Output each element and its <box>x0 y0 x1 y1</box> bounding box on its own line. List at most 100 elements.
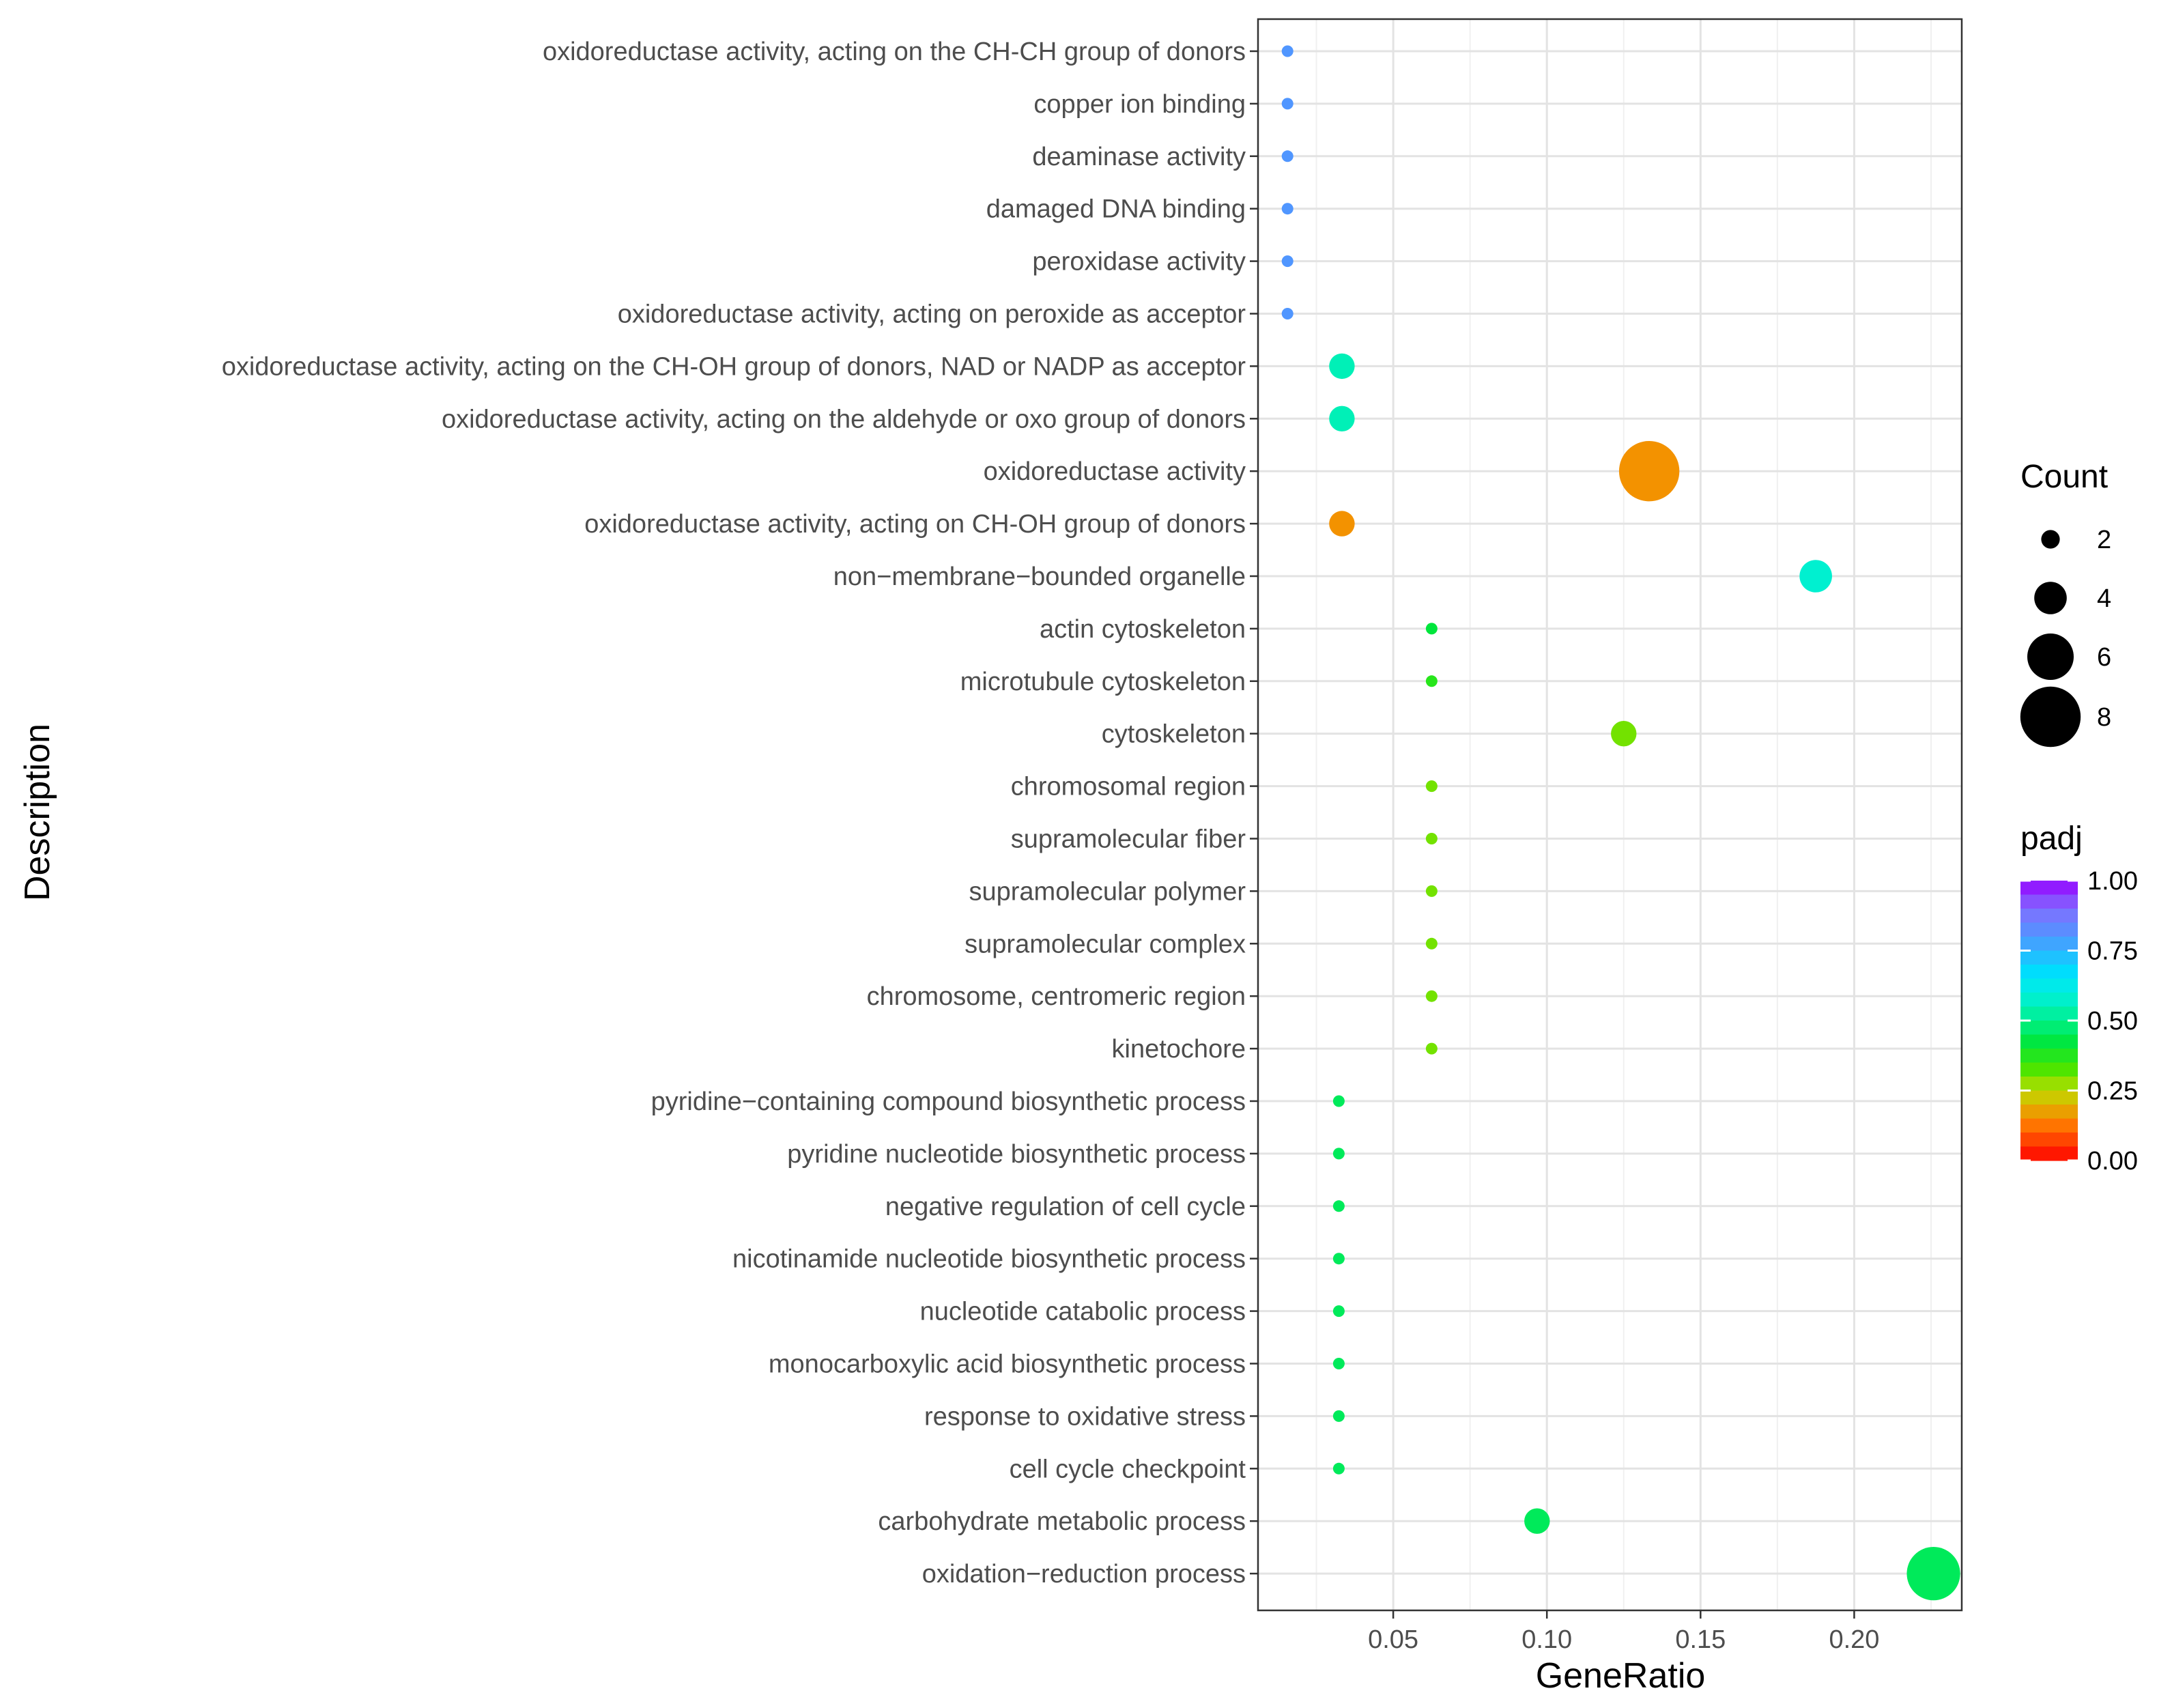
x-axis-ticks <box>1392 1610 1855 1619</box>
data-point <box>1524 1508 1550 1534</box>
padj-colorbar-segment <box>2020 1034 2078 1049</box>
data-points <box>1281 45 1960 1601</box>
padj-colorbar-segment <box>2020 1077 2078 1092</box>
y-tick-label: microtubule cytoskeleton <box>960 668 1246 696</box>
padj-colorbar-segment <box>2020 965 2078 980</box>
y-tick-label: peroxidase activity <box>1032 248 1246 276</box>
y-axis-labels: oxidoreductase activity, acting on the C… <box>222 38 1246 1589</box>
padj-legend-label: 0.50 <box>2087 1007 2138 1036</box>
data-point <box>1281 255 1294 268</box>
count-legend-key <box>2027 634 2074 680</box>
data-point <box>1332 1200 1345 1212</box>
data-point <box>1281 98 1294 110</box>
count-legend-key <box>2020 686 2081 748</box>
y-tick-label: oxidoreductase activity, acting on the C… <box>543 38 1246 66</box>
y-tick-label: response to oxidative stress <box>924 1402 1246 1431</box>
count-legend-key <box>2034 582 2067 614</box>
count-legend: Count 2 4 6 8 <box>2020 459 2111 748</box>
data-point <box>1799 560 1832 593</box>
data-point <box>1332 1305 1345 1318</box>
y-tick-label: cell cycle checkpoint <box>1010 1455 1246 1483</box>
data-point <box>1425 623 1438 635</box>
data-point <box>1332 1462 1345 1475</box>
data-point <box>1332 1148 1345 1160</box>
count-legend-label: 8 <box>2097 703 2111 732</box>
y-tick-label: actin cytoskeleton <box>1040 615 1246 644</box>
padj-colorbar-segment <box>2020 1021 2078 1036</box>
x-tick-label: 0.10 <box>1521 1625 1572 1654</box>
x-tick-label: 0.20 <box>1829 1625 1879 1654</box>
padj-colorbar-segment <box>2020 1118 2078 1133</box>
count-legend-label: 4 <box>2097 584 2111 613</box>
y-tick-label: oxidoreductase activity, acting on perox… <box>618 300 1246 329</box>
padj-colorbar-segment <box>2020 950 2078 965</box>
data-point <box>1332 1410 1345 1422</box>
y-tick-label: oxidoreductase activity, acting on CH-OH… <box>584 510 1246 539</box>
padj-colorbar-segment <box>2020 1090 2078 1105</box>
y-axis-title: Description <box>18 724 57 901</box>
data-point <box>1281 203 1294 215</box>
y-tick-label: pyridine−containing compound biosyntheti… <box>651 1087 1246 1116</box>
x-axis-title: GeneRatio <box>1536 1656 1706 1696</box>
padj-colorbar-segment <box>2020 1133 2078 1148</box>
data-point <box>1329 511 1355 537</box>
padj-colorbar-segment <box>2020 1105 2078 1120</box>
data-point <box>1332 1358 1345 1369</box>
panel-border <box>1257 18 1963 1612</box>
data-point <box>1329 353 1355 380</box>
y-tick-label: pyridine nucleotide biosynthetic process <box>787 1140 1246 1169</box>
count-legend-title: Count <box>2020 459 2108 495</box>
y-tick-label: chromosome, centromeric region <box>867 982 1246 1011</box>
padj-colorbar-segment <box>2020 1049 2078 1064</box>
y-tick-label: non−membrane−bounded organelle <box>833 563 1246 591</box>
padj-colorbar-segment <box>2020 922 2078 937</box>
data-point <box>1425 885 1438 897</box>
y-tick-label: chromosomal region <box>1011 773 1246 801</box>
padj-colorbar-segment <box>2020 993 2078 1008</box>
padj-colorbar-segment <box>2020 909 2078 924</box>
data-point <box>1425 675 1438 687</box>
count-legend-label: 6 <box>2097 643 2111 672</box>
data-point <box>1332 1253 1345 1265</box>
padj-legend-label: 0.75 <box>2087 937 2138 966</box>
y-tick-label: nicotinamide nucleotide biosynthetic pro… <box>732 1245 1246 1274</box>
x-tick-label: 0.15 <box>1675 1625 1726 1654</box>
count-legend-key <box>2041 530 2060 549</box>
data-point <box>1618 441 1680 502</box>
y-tick-label: supramolecular fiber <box>1011 825 1246 854</box>
data-point <box>1332 1095 1345 1107</box>
y-tick-label: monocarboxylic acid biosynthetic process <box>769 1350 1246 1379</box>
data-point <box>1329 405 1355 431</box>
y-tick-label: oxidoreductase activity, acting on the C… <box>222 352 1246 381</box>
padj-colorbar-segment <box>2020 1006 2078 1021</box>
y-tick-label: carbohydrate metabolic process <box>878 1507 1246 1536</box>
padj-legend-label: 0.00 <box>2087 1147 2138 1176</box>
y-tick-label: supramolecular polymer <box>969 877 1246 906</box>
count-legend-label: 2 <box>2097 526 2111 554</box>
y-tick-label: damaged DNA binding <box>986 195 1246 224</box>
y-tick-label: kinetochore <box>1112 1035 1246 1064</box>
padj-legend-label: 1.00 <box>2087 867 2138 896</box>
data-point <box>1425 833 1438 844</box>
y-tick-label: copper ion binding <box>1033 90 1246 119</box>
y-tick-label: oxidoreductase activity <box>984 457 1246 486</box>
padj-colorbar-segment <box>2020 978 2078 993</box>
padj-legend-title: padj <box>2020 821 2083 857</box>
data-point <box>1425 780 1438 793</box>
x-tick-label: 0.05 <box>1368 1625 1418 1654</box>
x-axis-labels: 0.05 0.10 0.15 0.20 <box>1368 1625 1879 1654</box>
grid-lines <box>1258 19 1962 1610</box>
data-point <box>1425 990 1438 1002</box>
y-tick-label: nucleotide catabolic process <box>920 1298 1246 1326</box>
padj-legend-label: 0.25 <box>2087 1077 2138 1106</box>
padj-colorbar-segment <box>2020 881 2078 896</box>
padj-legend: padj 1.00 0.75 0.50 0.25 0.00 <box>2020 821 2138 1176</box>
y-tick-label: oxidoreductase activity, acting on the a… <box>442 405 1246 433</box>
data-point <box>1425 937 1438 950</box>
y-axis-ticks <box>1250 50 1258 1575</box>
data-point <box>1281 45 1294 57</box>
padj-colorbar-segment <box>2020 894 2078 909</box>
y-tick-label: negative regulation of cell cycle <box>885 1193 1246 1221</box>
padj-colorbar-segment <box>2020 937 2078 952</box>
